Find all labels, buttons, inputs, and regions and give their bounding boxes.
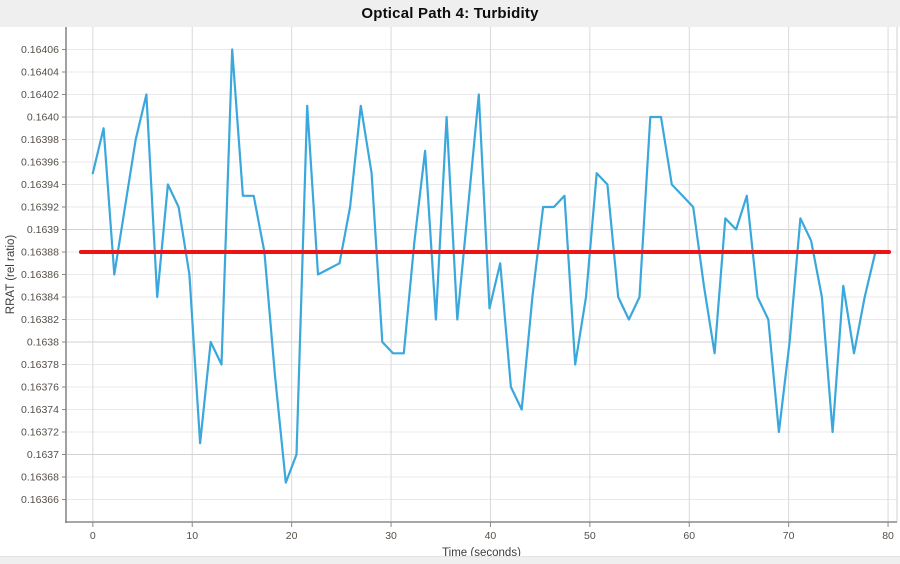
x-tick-label: 20 — [286, 530, 298, 542]
y-tick-label: 0.16404 — [21, 67, 59, 79]
y-tick-label: 0.1639 — [27, 224, 59, 236]
y-tick-label: 0.16388 — [21, 247, 59, 259]
y-tick-label: 0.16394 — [21, 179, 59, 191]
y-tick-label: 0.1638 — [27, 337, 59, 349]
y-tick-label: 0.16398 — [21, 134, 59, 146]
y-tick-label: 0.16376 — [21, 382, 59, 394]
y-axis-title: RRAT (rel ratio) — [5, 235, 17, 315]
x-tick-label: 50 — [584, 530, 596, 542]
y-tick-label: 0.16378 — [21, 359, 59, 371]
turbidity-rrat-line — [91, 48, 877, 484]
x-tick-label: 70 — [783, 530, 795, 542]
y-tick-label: 0.16406 — [21, 44, 59, 56]
x-tick-label: 60 — [683, 530, 695, 542]
bottom-strip — [0, 556, 900, 564]
chart-svg: 0.16366 0.16368 0.1637 0.16372 0.16374 0.1637… — [5, 27, 898, 559]
x-tick-label: 0 — [90, 530, 96, 542]
y-tick-label: 0.1637 — [27, 449, 59, 461]
x-tick-label: 10 — [186, 530, 198, 542]
x-tick-label: 30 — [385, 530, 397, 542]
y-tick-label: 0.16386 — [21, 269, 59, 281]
chart-title: Optical Path 4: Turbidity — [361, 5, 539, 22]
x-tick-label: 40 — [485, 530, 497, 542]
y-tick-label: 0.16396 — [21, 157, 59, 169]
y-tick-label: 0.16392 — [21, 202, 59, 214]
y-tick-label: 0.16384 — [21, 292, 59, 304]
y-tick-label: 0.16402 — [21, 89, 59, 101]
y-tick-label: 0.16368 — [21, 472, 59, 484]
y-tick-label: 0.16366 — [21, 494, 59, 506]
x-tick-label: 80 — [882, 530, 894, 542]
y-tick-label: 0.1640 — [27, 112, 59, 124]
chart-area: 0.16366 0.16368 0.1637 0.16372 0.16374 0.1637… — [0, 27, 900, 559]
y-tick-label: 0.16374 — [21, 404, 59, 416]
chart-title-bar: Optical Path 4: Turbidity — [0, 0, 900, 27]
y-tick-label: 0.16372 — [21, 427, 59, 439]
x-axis-title: Time (seconds) — [442, 547, 521, 556]
y-tick-label: 0.16382 — [21, 314, 59, 326]
